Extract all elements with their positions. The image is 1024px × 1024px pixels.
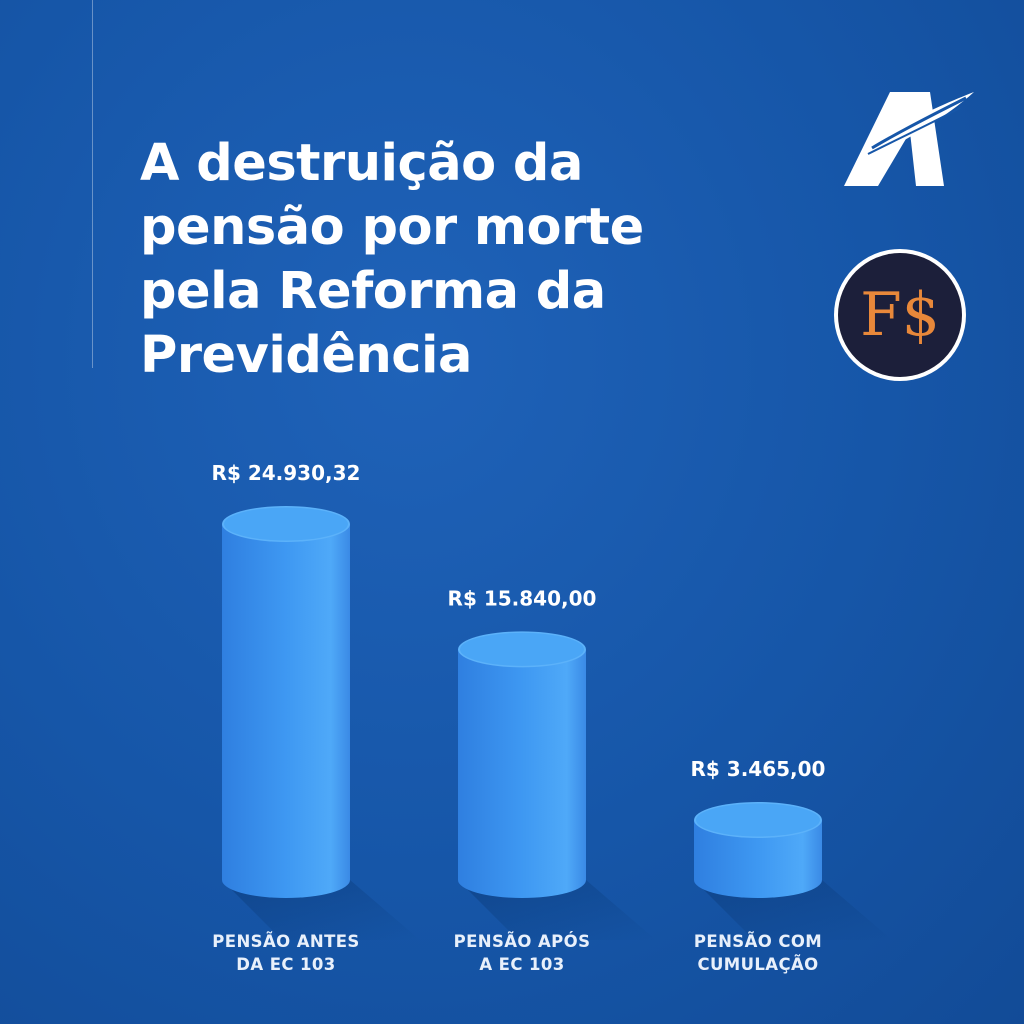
category-label-2-line-1: PENSÃO APÓS xyxy=(454,932,591,951)
category-label-1-line-2: DA EC 103 xyxy=(236,955,335,974)
title-line-2: pensão por morte xyxy=(140,198,644,257)
bar-2 xyxy=(458,631,656,940)
divider-line xyxy=(92,0,93,368)
value-label-3: R$ 3.465,00 xyxy=(691,757,826,781)
page-title: A destruição da pensão por morte pela Re… xyxy=(140,132,760,388)
bar-top-inner xyxy=(460,632,584,666)
category-label-1-line-1: PENSÃO ANTES xyxy=(212,932,359,951)
badge-background xyxy=(838,253,962,377)
category-label-2-line-2: A EC 103 xyxy=(479,955,564,974)
bar-3 xyxy=(694,802,892,940)
bar-body xyxy=(694,820,822,898)
badge-text: F$ xyxy=(860,280,940,350)
value-label-2: R$ 15.840,00 xyxy=(448,586,597,610)
bar-1 xyxy=(222,506,420,940)
title-line-1: A destruição da xyxy=(140,134,583,193)
category-label-3-line-2: CUMULAÇÃO xyxy=(697,955,818,974)
title-line-4: Previdência xyxy=(140,326,472,385)
bar-top-inner xyxy=(224,507,348,541)
fs-logo-icon: F$ xyxy=(834,249,966,381)
a-logo-icon xyxy=(844,92,974,186)
bar-top-inner xyxy=(696,803,820,837)
category-label-3-line-1: PENSÃO COM xyxy=(694,932,822,951)
title-line-3: pela Reforma da xyxy=(140,262,606,321)
bar-body xyxy=(458,649,586,898)
value-label-1: R$ 24.930,32 xyxy=(212,461,361,485)
bar-body xyxy=(222,524,350,898)
